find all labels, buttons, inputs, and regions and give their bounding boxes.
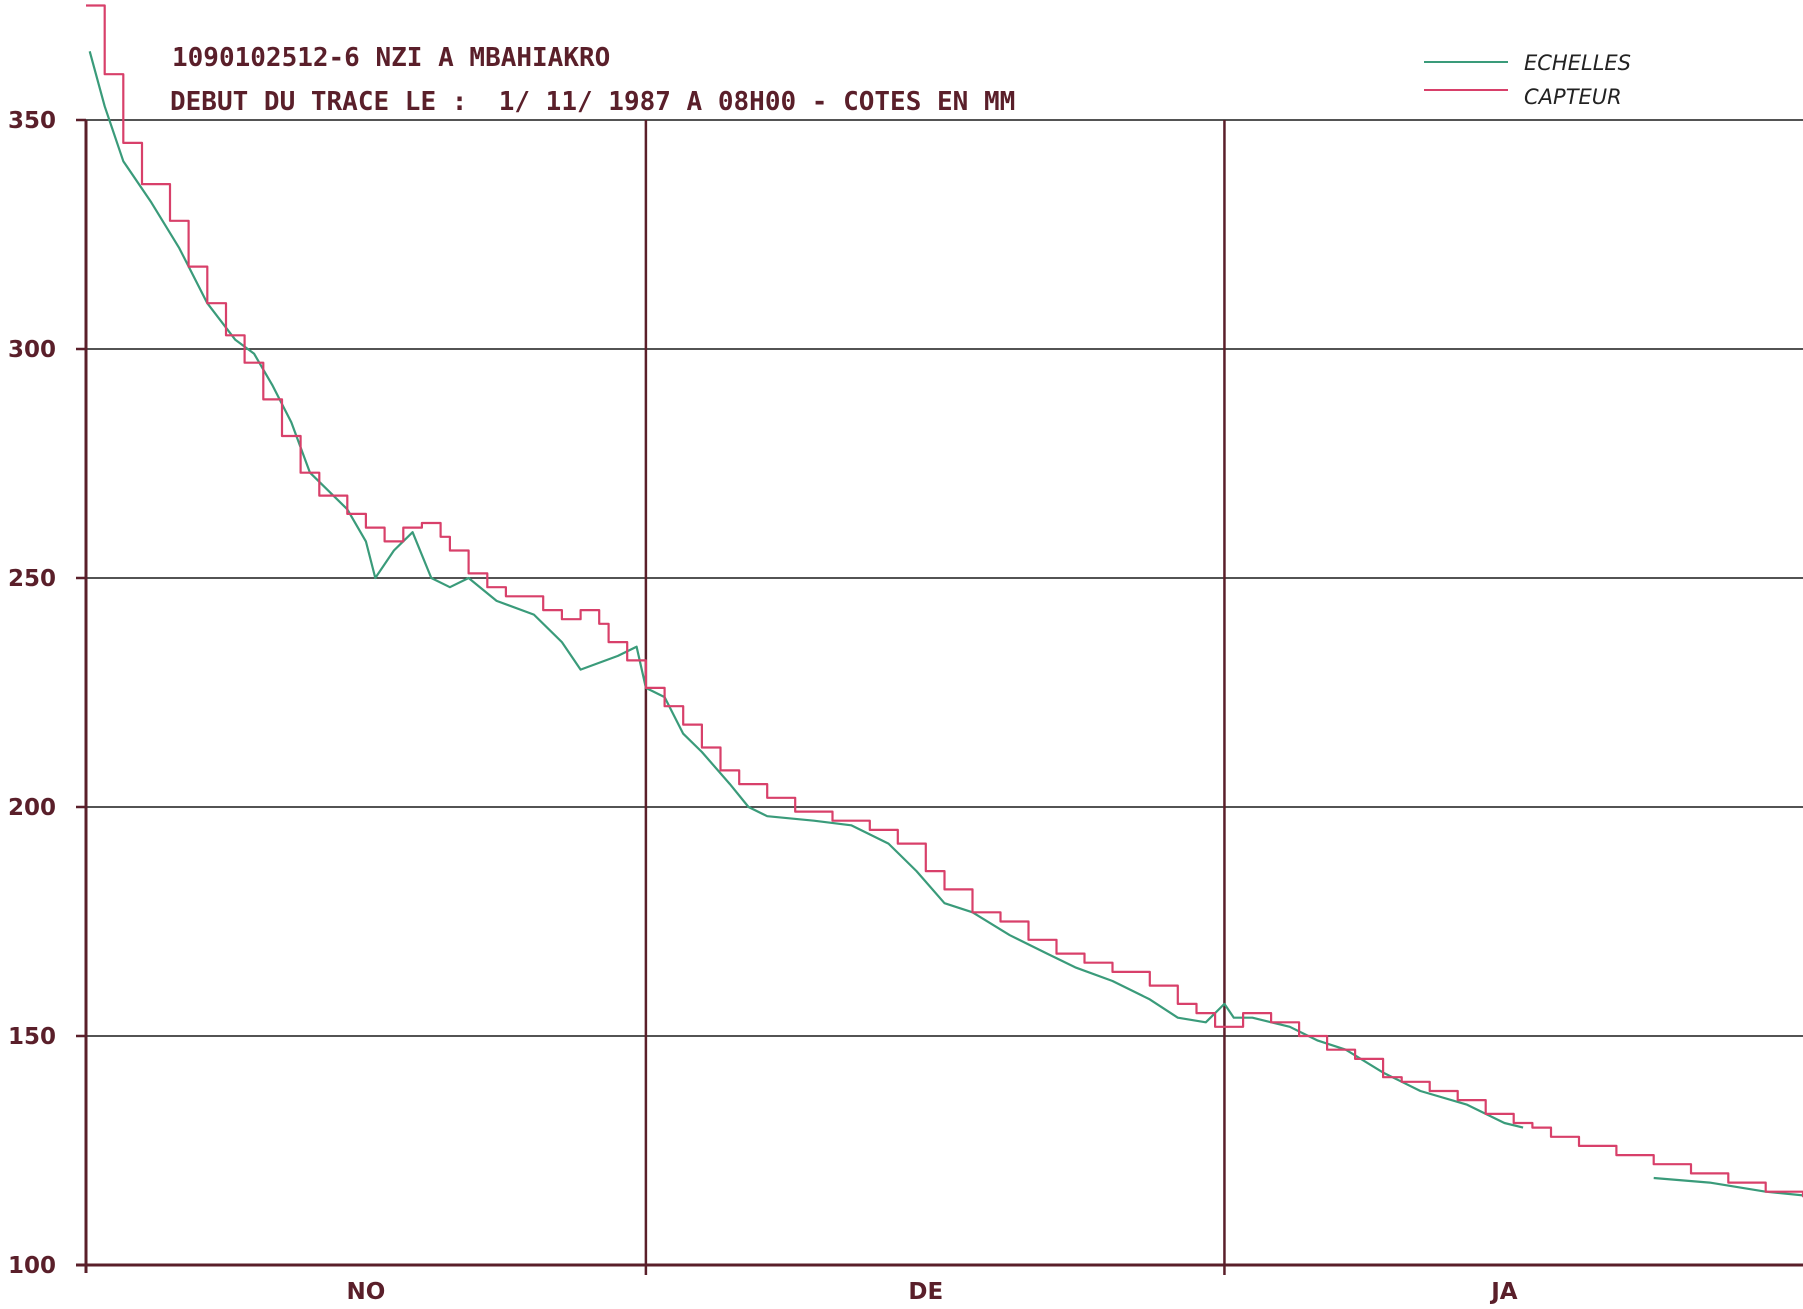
x-tick-label-ja: JA: [1489, 1279, 1518, 1305]
legend-label-echelles: ECHELLES: [1524, 51, 1631, 75]
series-capteur: [86, 4, 1803, 1198]
y-tick-label-200: 200: [8, 795, 56, 821]
series-line-capteur-0: [86, 4, 1803, 1198]
series-line-echelles-1: [1653, 1176, 1803, 1197]
series-echelles: [88, 51, 1803, 1197]
axes: 100 150 200 250 300 350 NO DE JA: [8, 108, 1803, 1305]
y-tick-label-100: 100: [8, 1253, 56, 1279]
series-layer: [86, 4, 1803, 1198]
legend: ECHELLES CAPTEUR: [1424, 51, 1631, 109]
x-tick-label-de: DE: [908, 1279, 943, 1305]
legend-label-capteur: CAPTEUR: [1524, 85, 1622, 109]
y-tick-label-250: 250: [8, 566, 56, 592]
series-line-echelles-0: [88, 51, 1524, 1129]
chart-title: 1090102512-6 NZI A MBAHIAKRO: [172, 43, 610, 73]
grid: [86, 119, 1803, 1275]
y-tick-label-350: 350: [8, 108, 56, 134]
y-tick-label-300: 300: [8, 337, 56, 363]
chart-subtitle: DEBUT DU TRACE LE : 1/ 11/ 1987 A 08H00 …: [170, 87, 1015, 117]
y-tick-label-150: 150: [8, 1024, 56, 1050]
x-tick-label-no: NO: [347, 1279, 386, 1305]
